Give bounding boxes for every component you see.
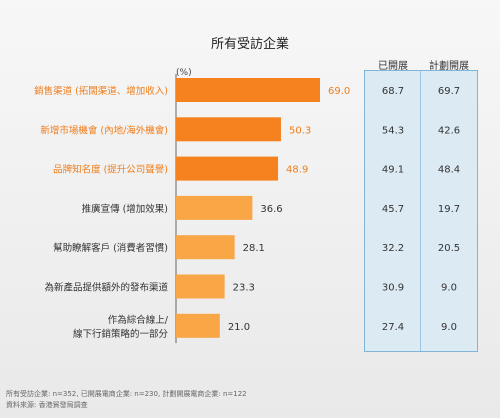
- launched-value-4: 32.2: [382, 243, 404, 254]
- bar-5: [176, 274, 225, 299]
- category-label-4: 幫助瞭解客戶 (消費者習慣): [53, 242, 168, 254]
- chart-title: 所有受訪企業: [210, 37, 289, 52]
- bar-value-label-6: 21.0: [228, 322, 250, 333]
- bar-value-label-2: 48.9: [286, 165, 308, 176]
- planned-value-0: 69.7: [438, 86, 460, 97]
- category-label-2: 品牌知名度 (提升公司聲譽): [53, 164, 168, 176]
- bar-value-label-5: 23.3: [233, 283, 255, 294]
- bar-6: [176, 313, 220, 338]
- planned-value-2: 48.4: [438, 165, 460, 176]
- planned-value-1: 42.6: [438, 125, 460, 136]
- bar-value-label-3: 36.6: [260, 204, 282, 215]
- launched-value-1: 54.3: [382, 125, 404, 136]
- side-table-panel: [364, 70, 478, 352]
- category-label-1: 新增市場機會 (內地/海外機會): [40, 124, 168, 136]
- column-header-launched: 已開展: [378, 61, 408, 72]
- bar-4: [176, 235, 235, 260]
- launched-value-6: 27.4: [382, 322, 404, 333]
- column-header-planned: 計劃開展: [429, 61, 469, 72]
- bar-2: [176, 156, 279, 181]
- launched-value-3: 45.7: [382, 204, 404, 215]
- category-label-5: 為新產品提供額外的發布渠道: [44, 282, 168, 294]
- bar-value-label-0: 69.0: [328, 86, 350, 97]
- bar-0: [176, 78, 320, 102]
- bar-value-label-1: 50.3: [289, 125, 311, 136]
- unit-label: (%): [176, 68, 192, 78]
- bar-value-label-4: 28.1: [243, 243, 265, 254]
- side-table-divider: [420, 71, 421, 351]
- planned-value-6: 9.0: [441, 322, 457, 333]
- bar-3: [176, 195, 253, 220]
- footer-source: 資料來源: 香港貿發局調查: [6, 401, 88, 409]
- launched-value-5: 30.9: [382, 283, 404, 294]
- planned-value-4: 20.5: [438, 243, 460, 254]
- planned-value-5: 9.0: [441, 283, 457, 294]
- category-label-3: 推廣宣傳 (增加效果): [82, 203, 168, 215]
- launched-value-0: 68.7: [382, 86, 404, 97]
- bar-1: [176, 117, 281, 142]
- category-label-6: 作為綜合線上/線下行銷策略的一部分: [73, 314, 169, 340]
- launched-value-2: 49.1: [382, 165, 404, 176]
- category-label-0: 銷售渠道 (拓闊渠道、增加收入): [34, 85, 168, 97]
- footer-sample-note: 所有受訪企業: n=352, 已開展電商企業: n=230, 計劃開展電商企業:…: [6, 390, 247, 398]
- planned-value-3: 19.7: [438, 204, 460, 215]
